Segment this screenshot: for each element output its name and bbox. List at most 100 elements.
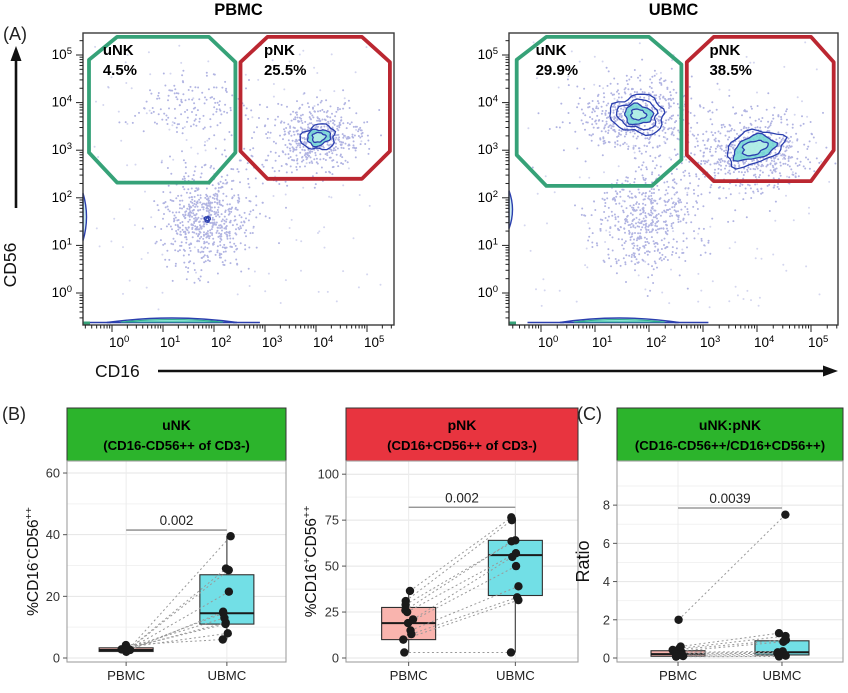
p-value: 0.0039 [709, 491, 750, 506]
facet-header [616, 407, 844, 462]
pair-line [681, 650, 783, 653]
y-tick-label: 102 [478, 189, 498, 205]
gate-percent: 25.5% [264, 62, 307, 79]
boxplot-ratio: uNK:pNK (CD16-CD56++/CD16+CD56++) 0.0039 0 2… [575, 407, 844, 683]
x-tick-label: 105 [364, 334, 384, 350]
gate-label: pNK [264, 42, 295, 59]
y-tick-label: 2 [603, 612, 610, 627]
x-tick-label: 104 [754, 334, 774, 350]
gate-pNK [238, 34, 392, 181]
gate-percent: 29.9% [536, 62, 579, 79]
pair-line [126, 622, 226, 650]
y-axis-title: %CD16+​CD56++​ [301, 506, 320, 617]
x-tick-label: 101 [160, 334, 180, 350]
y-tick-label: 101 [52, 236, 72, 252]
plot-background [617, 461, 843, 662]
y-tick-label: 0 [603, 651, 610, 666]
category-label: UBMC [207, 668, 246, 683]
x-axis-cd16: CD16 [95, 361, 838, 381]
scatter-points [93, 44, 382, 311]
bottom-band-core [573, 319, 665, 323]
pair-line [125, 632, 228, 649]
gate-label: uNK [103, 42, 134, 59]
y-tick-label: 50 [325, 559, 339, 574]
panel-border [66, 460, 287, 663]
data-point [405, 586, 415, 596]
flow-ubmc: uNK 29.9% pNK 38.5% 100 101 102 103 104 105 100 101… [478, 32, 839, 350]
panel-border [345, 460, 579, 663]
y-tick-label: 102 [52, 189, 72, 205]
y-tick-label: 0 [332, 651, 339, 666]
data-point [507, 515, 517, 525]
density-contour [203, 215, 211, 223]
p-value: 0.002 [160, 513, 194, 528]
data-point [403, 618, 413, 628]
data-point [224, 587, 234, 596]
pair-line [126, 591, 230, 651]
y-tick-label: 104 [478, 94, 498, 110]
p-value: 0.002 [445, 490, 479, 505]
panel-a-label: (A) [3, 24, 27, 44]
data-point [774, 628, 784, 638]
y-axis-title: %CD16-​CD56++​ [24, 507, 42, 616]
y-tick-label: 25 [325, 605, 339, 620]
data-point [507, 537, 516, 546]
cd16-axis-title: CD16 [95, 361, 140, 381]
gate-label: uNK [536, 42, 567, 59]
pair-line [672, 639, 786, 651]
facet-header [345, 407, 579, 462]
y-axis-title: Ratio [575, 540, 593, 582]
gate-uNK [514, 34, 684, 188]
gate-uNK [87, 34, 238, 185]
pair-line [678, 514, 786, 621]
y-tick-label: 105 [478, 46, 498, 62]
y-tick-label: 75 [325, 513, 339, 528]
data-point [121, 640, 131, 650]
data-point [678, 651, 688, 661]
y-tick-label: 103 [52, 141, 72, 157]
panel-c-label: (C) [577, 404, 602, 424]
category-label: PBMC [659, 668, 698, 683]
data-point [224, 565, 233, 575]
gate-label: pNK [709, 42, 740, 59]
y-tick-label: 20 [46, 589, 60, 604]
panel-b-label: (B) [2, 404, 26, 424]
axis-tick-labels: 100 101 102 103 104 105 100 101 102 103 104 105 [478, 46, 829, 350]
header-line1: uNK:pNK [699, 417, 761, 433]
x-tick-label: 100 [538, 334, 558, 350]
data-point [781, 651, 790, 660]
y-tick-label: 0 [53, 651, 60, 666]
gate-pNK [684, 34, 836, 184]
pair-line [127, 623, 226, 649]
y-tick-label: 8 [603, 498, 610, 513]
data-point [511, 561, 521, 571]
flow-title-pbmc: PBMC [214, 1, 263, 19]
data-point [402, 607, 412, 617]
y-tick-label: 4 [603, 574, 610, 589]
pair-line [129, 611, 224, 651]
data-point [514, 595, 523, 605]
y-axis-cd56: CD56 [0, 46, 22, 287]
category-label: UBMC [763, 668, 802, 683]
cd56-arrowhead-icon [10, 46, 22, 61]
x-tick-label: 103 [700, 334, 720, 350]
x-tick-label: 101 [592, 334, 612, 350]
data-point [221, 619, 230, 629]
pair-line [403, 599, 519, 641]
y-tick-label: 60 [46, 466, 60, 481]
flow-plot-ubmc: uNK 29.9% pNK 38.5% 100 101 102 103 104 105 100 101… [478, 32, 839, 350]
category-label: PBMC [107, 668, 146, 683]
pair-line [411, 596, 518, 635]
plot-background [67, 461, 286, 662]
y-tick-label: 104 [52, 94, 72, 110]
header-line2: (CD16-CD56++/CD16+CD56++) [635, 438, 825, 453]
header-line1: pNK [448, 417, 477, 433]
data-point [671, 652, 681, 661]
x-tick-label: 105 [808, 334, 828, 350]
pair-line [406, 552, 517, 613]
box-unk: uNK (CD16-CD56++ of CD3-) 0.002 0 20 40 60 PBMC… [24, 407, 287, 683]
plot-frame [508, 32, 839, 326]
density-contour [299, 123, 337, 151]
